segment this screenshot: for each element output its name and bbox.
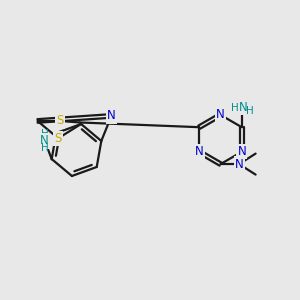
Text: N: N xyxy=(237,145,246,158)
Text: N: N xyxy=(235,158,244,171)
Text: H: H xyxy=(231,103,239,113)
Text: H: H xyxy=(41,143,49,153)
Text: H: H xyxy=(246,106,254,116)
Text: H: H xyxy=(41,129,49,139)
Text: N: N xyxy=(239,101,248,114)
Text: N: N xyxy=(40,134,49,147)
Text: S: S xyxy=(56,115,64,128)
Text: S: S xyxy=(55,132,62,145)
Text: N: N xyxy=(107,110,116,122)
Text: N: N xyxy=(216,108,225,122)
Text: N: N xyxy=(195,145,204,158)
